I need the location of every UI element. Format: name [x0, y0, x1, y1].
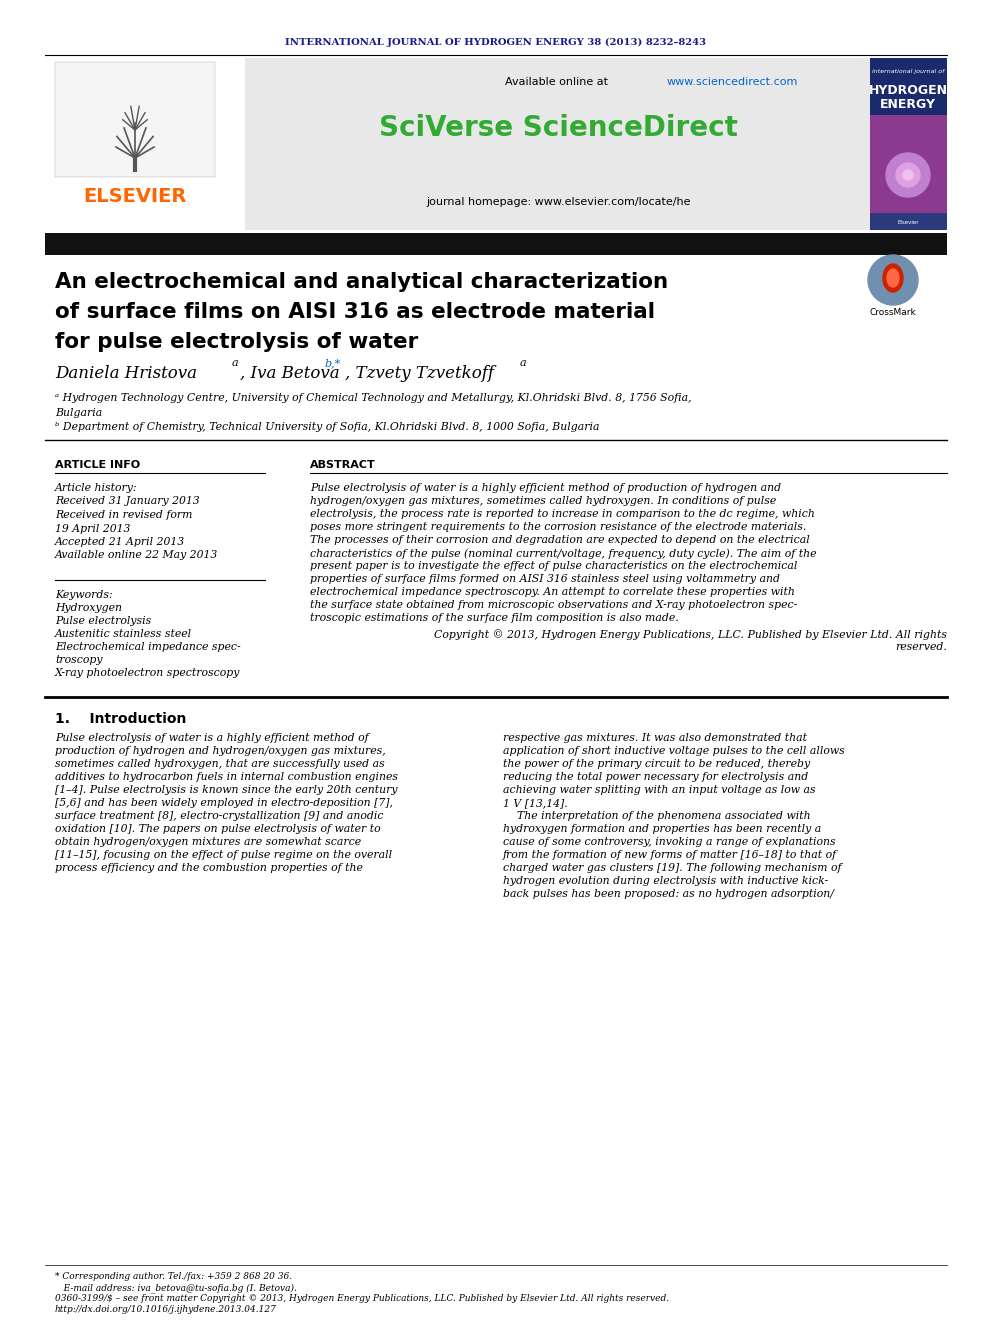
Circle shape	[868, 255, 918, 306]
Text: poses more stringent requirements to the corrosion resistance of the electrode m: poses more stringent requirements to the…	[310, 523, 806, 532]
Text: Pulse electrolysis: Pulse electrolysis	[55, 617, 151, 626]
FancyBboxPatch shape	[45, 58, 245, 230]
Text: Pulse electrolysis of water is a highly efficient method of: Pulse electrolysis of water is a highly …	[55, 733, 369, 744]
Text: Austenitic stainless steel: Austenitic stainless steel	[55, 628, 192, 639]
Circle shape	[896, 163, 920, 187]
Text: hydrogen/oxygen gas mixtures, sometimes called hydroxygen. In conditions of puls: hydrogen/oxygen gas mixtures, sometimes …	[310, 496, 777, 505]
Text: , Iva Betova: , Iva Betova	[240, 365, 339, 382]
Text: reserved.: reserved.	[895, 642, 947, 652]
Text: a: a	[232, 359, 239, 368]
Text: a: a	[520, 359, 527, 368]
FancyBboxPatch shape	[870, 58, 947, 230]
Text: HYDROGEN: HYDROGEN	[869, 83, 947, 97]
Text: achieving water splitting with an input voltage as low as: achieving water splitting with an input …	[503, 785, 815, 795]
Text: hydrogen evolution during electrolysis with inductive kick-: hydrogen evolution during electrolysis w…	[503, 876, 828, 886]
Text: present paper is to investigate the effect of pulse characteristics on the elect: present paper is to investigate the effe…	[310, 561, 798, 572]
FancyBboxPatch shape	[245, 58, 870, 230]
Text: troscopic estimations of the surface film composition is also made.: troscopic estimations of the surface fil…	[310, 613, 679, 623]
Text: Accepted 21 April 2013: Accepted 21 April 2013	[55, 537, 186, 546]
Text: 1 V [13,14].: 1 V [13,14].	[503, 798, 567, 808]
Text: charged water gas clusters [19]. The following mechanism of: charged water gas clusters [19]. The fol…	[503, 863, 841, 873]
Text: Available online 22 May 2013: Available online 22 May 2013	[55, 550, 218, 561]
Text: additives to hydrocarbon fuels in internal combustion engines: additives to hydrocarbon fuels in intern…	[55, 773, 398, 782]
Text: ENERGY: ENERGY	[880, 98, 936, 111]
Text: The interpretation of the phenomena associated with: The interpretation of the phenomena asso…	[503, 811, 810, 822]
Text: 0360-3199/$ – see front matter Copyright © 2013, Hydrogen Energy Publications, L: 0360-3199/$ – see front matter Copyright…	[55, 1294, 670, 1303]
Text: Hydroxygen: Hydroxygen	[55, 603, 122, 613]
Text: Received in revised form: Received in revised form	[55, 509, 192, 520]
Text: for pulse electrolysis of water: for pulse electrolysis of water	[55, 332, 419, 352]
Text: from the formation of new forms of matter [16–18] to that of: from the formation of new forms of matte…	[503, 849, 837, 860]
Text: [5,6] and has been widely employed in electro-deposition [7],: [5,6] and has been widely employed in el…	[55, 798, 393, 808]
Text: * Corresponding author. Tel./fax: +359 2 868 20 36.: * Corresponding author. Tel./fax: +359 2…	[55, 1271, 292, 1281]
Text: oxidation [10]. The papers on pulse electrolysis of water to: oxidation [10]. The papers on pulse elec…	[55, 824, 381, 833]
Text: Received 31 January 2013: Received 31 January 2013	[55, 496, 199, 507]
Text: application of short inductive voltage pulses to the cell allows: application of short inductive voltage p…	[503, 746, 845, 755]
Text: Daniela Hristova: Daniela Hristova	[55, 365, 197, 382]
Text: [11–15], focusing on the effect of pulse regime on the overall: [11–15], focusing on the effect of pulse…	[55, 849, 392, 860]
Text: process efficiency and the combustion properties of the: process efficiency and the combustion pr…	[55, 863, 363, 873]
FancyBboxPatch shape	[870, 115, 947, 230]
Text: hydroxygen formation and properties has been recently a: hydroxygen formation and properties has …	[503, 824, 821, 833]
Text: , Tzvety Tzvetkoff: , Tzvety Tzvetkoff	[345, 365, 494, 382]
Text: properties of surface films formed on AISI 316 stainless steel using voltammetry: properties of surface films formed on AI…	[310, 574, 780, 583]
Circle shape	[886, 153, 930, 197]
Text: CrossMark: CrossMark	[870, 308, 917, 318]
Text: Electrochemical impedance spec-: Electrochemical impedance spec-	[55, 642, 241, 652]
Text: electrolysis, the process rate is reported to increase in comparison to the dc r: electrolysis, the process rate is report…	[310, 509, 814, 519]
Text: surface treatment [8], electro-crystallization [9] and anodic: surface treatment [8], electro-crystalli…	[55, 811, 384, 822]
Text: www.sciencedirect.com: www.sciencedirect.com	[667, 77, 799, 87]
Text: 19 April 2013: 19 April 2013	[55, 524, 130, 533]
Text: ELSEVIER: ELSEVIER	[83, 187, 186, 205]
Text: The processes of their corrosion and degradation are expected to depend on the e: The processes of their corrosion and deg…	[310, 534, 809, 545]
Text: http://dx.doi.org/10.1016/j.ijhydene.2013.04.127: http://dx.doi.org/10.1016/j.ijhydene.201…	[55, 1304, 277, 1314]
Text: Article history:: Article history:	[55, 483, 138, 493]
Text: international journal of: international journal of	[872, 70, 944, 74]
Ellipse shape	[883, 265, 903, 292]
FancyBboxPatch shape	[55, 62, 215, 177]
Text: INTERNATIONAL JOURNAL OF HYDROGEN ENERGY 38 (2013) 8232–8243: INTERNATIONAL JOURNAL OF HYDROGEN ENERGY…	[286, 37, 706, 46]
Text: ABSTRACT: ABSTRACT	[310, 460, 376, 470]
Text: respective gas mixtures. It was also demonstrated that: respective gas mixtures. It was also dem…	[503, 733, 807, 744]
Text: obtain hydrogen/oxygen mixtures are somewhat scarce: obtain hydrogen/oxygen mixtures are some…	[55, 837, 361, 847]
Text: Bulgaria: Bulgaria	[55, 407, 102, 418]
Text: ᵇ Department of Chemistry, Technical University of Sofia, Kl.Ohridski Blvd. 8, 1: ᵇ Department of Chemistry, Technical Uni…	[55, 422, 599, 433]
Text: characteristics of the pulse (nominal current/voltage, frequency, duty cycle). T: characteristics of the pulse (nominal cu…	[310, 548, 816, 558]
Text: of surface films on AISI 316 as electrode material: of surface films on AISI 316 as electrod…	[55, 302, 655, 321]
Text: cause of some controversy, invoking a range of explanations: cause of some controversy, invoking a ra…	[503, 837, 835, 847]
Text: electrochemical impedance spectroscopy. An attempt to correlate these properties: electrochemical impedance spectroscopy. …	[310, 587, 795, 597]
Text: Copyright © 2013, Hydrogen Energy Publications, LLC. Published by Elsevier Ltd. : Copyright © 2013, Hydrogen Energy Public…	[434, 628, 947, 640]
Text: the surface state obtained from microscopic observations and X-ray photoelectron: the surface state obtained from microsco…	[310, 601, 798, 610]
FancyBboxPatch shape	[45, 233, 947, 255]
Text: Pulse electrolysis of water is a highly efficient method of production of hydrog: Pulse electrolysis of water is a highly …	[310, 483, 781, 493]
Text: Elsevier: Elsevier	[897, 220, 919, 225]
Text: Keywords:: Keywords:	[55, 590, 113, 601]
Text: 1.    Introduction: 1. Introduction	[55, 712, 186, 726]
Text: back pulses has been proposed: as no hydrogen adsorption/: back pulses has been proposed: as no hyd…	[503, 889, 834, 900]
Ellipse shape	[887, 269, 899, 287]
Text: X-ray photoelectron spectroscopy: X-ray photoelectron spectroscopy	[55, 668, 240, 677]
Text: ARTICLE INFO: ARTICLE INFO	[55, 460, 140, 470]
Text: SciVerse ScienceDirect: SciVerse ScienceDirect	[379, 114, 737, 142]
Text: production of hydrogen and hydrogen/oxygen gas mixtures,: production of hydrogen and hydrogen/oxyg…	[55, 746, 386, 755]
Text: ᵃ Hydrogen Technology Centre, University of Chemical Technology and Metallurgy, : ᵃ Hydrogen Technology Centre, University…	[55, 393, 691, 404]
FancyBboxPatch shape	[870, 213, 947, 230]
Text: Available online at: Available online at	[505, 77, 611, 87]
Text: journal homepage: www.elsevier.com/locate/he: journal homepage: www.elsevier.com/locat…	[426, 197, 690, 206]
Text: An electrochemical and analytical characterization: An electrochemical and analytical charac…	[55, 273, 669, 292]
Text: sometimes called hydroxygen, that are successfully used as: sometimes called hydroxygen, that are su…	[55, 759, 385, 769]
Text: E-mail address: iva_betova@tu-sofia.bg (I. Betova).: E-mail address: iva_betova@tu-sofia.bg (…	[55, 1283, 297, 1293]
Text: [1–4]. Pulse electrolysis is known since the early 20th century: [1–4]. Pulse electrolysis is known since…	[55, 785, 398, 795]
Text: the power of the primary circuit to be reduced, thereby: the power of the primary circuit to be r…	[503, 759, 810, 769]
Text: b,*: b,*	[325, 359, 341, 368]
Text: troscopy: troscopy	[55, 655, 102, 665]
Circle shape	[903, 169, 913, 180]
Text: reducing the total power necessary for electrolysis and: reducing the total power necessary for e…	[503, 773, 808, 782]
